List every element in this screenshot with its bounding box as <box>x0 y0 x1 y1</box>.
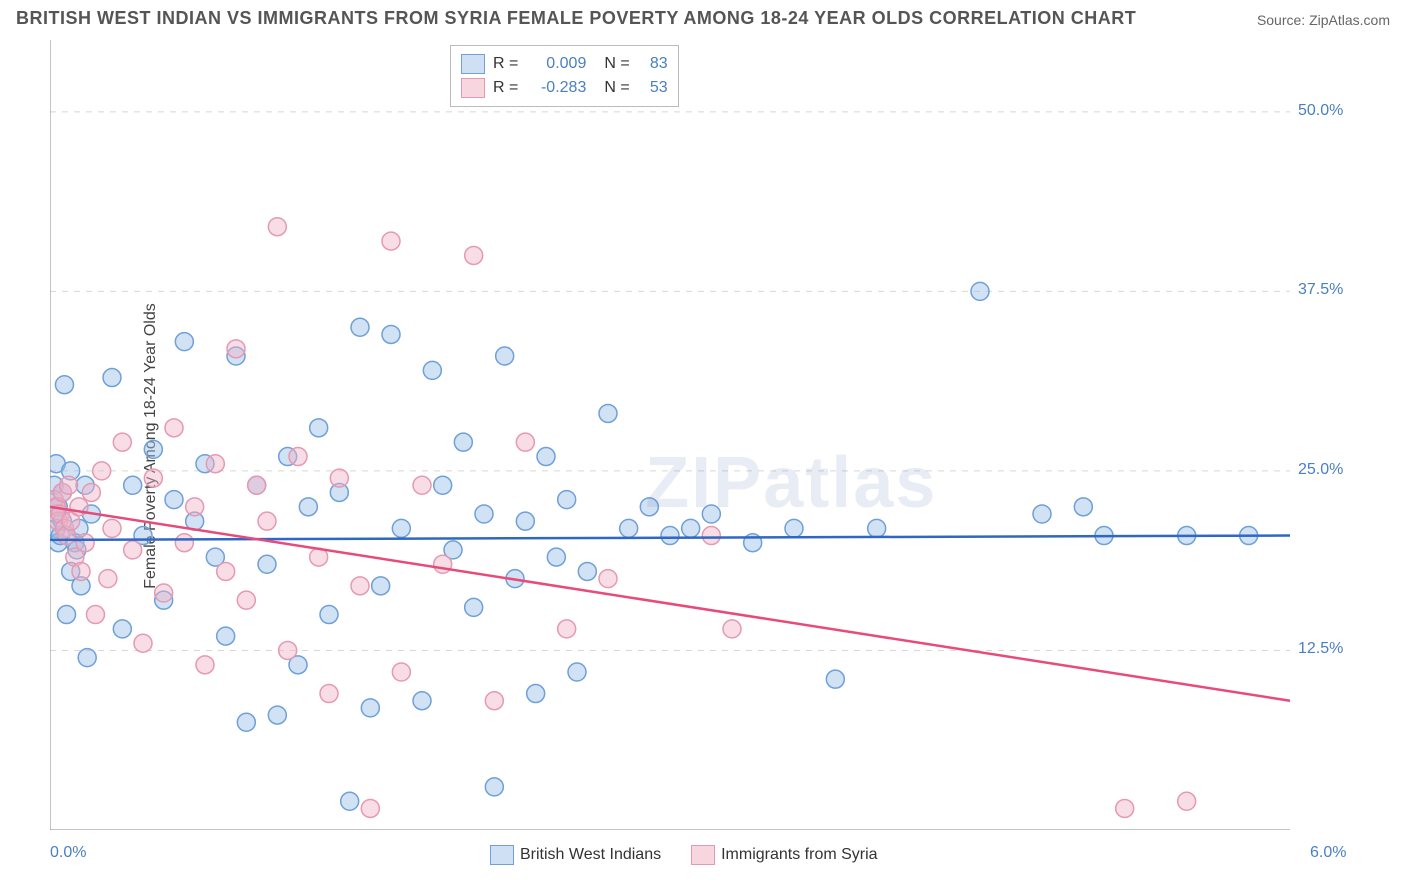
r-label: R = <box>493 76 518 100</box>
n-value: 83 <box>638 52 668 76</box>
series-legend: British West Indians Immigrants from Syri… <box>490 845 878 865</box>
legend-swatch <box>691 845 715 865</box>
source-attribution: Source: ZipAtlas.com <box>1257 12 1390 28</box>
legend-swatch <box>461 78 485 98</box>
legend-series-item: British West Indians <box>490 845 661 865</box>
source-prefix: Source: <box>1257 12 1309 28</box>
legend-series-item: Immigrants from Syria <box>691 845 877 865</box>
y-tick-label: 25.0% <box>1298 461 1343 479</box>
y-tick-label: 37.5% <box>1298 281 1343 299</box>
legend-correlation-row: R = -0.283 N = 53 <box>461 76 668 100</box>
n-label: N = <box>604 52 629 76</box>
legend-swatch <box>461 54 485 74</box>
n-value: 53 <box>638 76 668 100</box>
y-tick-label: 50.0% <box>1298 102 1343 120</box>
chart-area <box>50 40 1390 840</box>
legend-series-label: British West Indians <box>520 846 661 863</box>
n-label: N = <box>604 76 629 100</box>
r-label: R = <box>493 52 518 76</box>
r-value: 0.009 <box>526 52 586 76</box>
source-link[interactable]: ZipAtlas.com <box>1309 12 1390 28</box>
legend-swatch <box>490 845 514 865</box>
scatter-chart <box>50 40 1350 830</box>
x-axis-min-label: 0.0% <box>50 844 86 862</box>
legend-series-label: Immigrants from Syria <box>721 846 877 863</box>
r-value: -0.283 <box>526 76 586 100</box>
legend-correlation-row: R = 0.009 N = 83 <box>461 52 668 76</box>
x-axis-max-label: 6.0% <box>1310 844 1346 862</box>
chart-title: BRITISH WEST INDIAN VS IMMIGRANTS FROM S… <box>16 8 1136 29</box>
correlation-legend: R = 0.009 N = 83 R = -0.283 N = 53 <box>450 45 679 107</box>
y-tick-label: 12.5% <box>1298 640 1343 658</box>
